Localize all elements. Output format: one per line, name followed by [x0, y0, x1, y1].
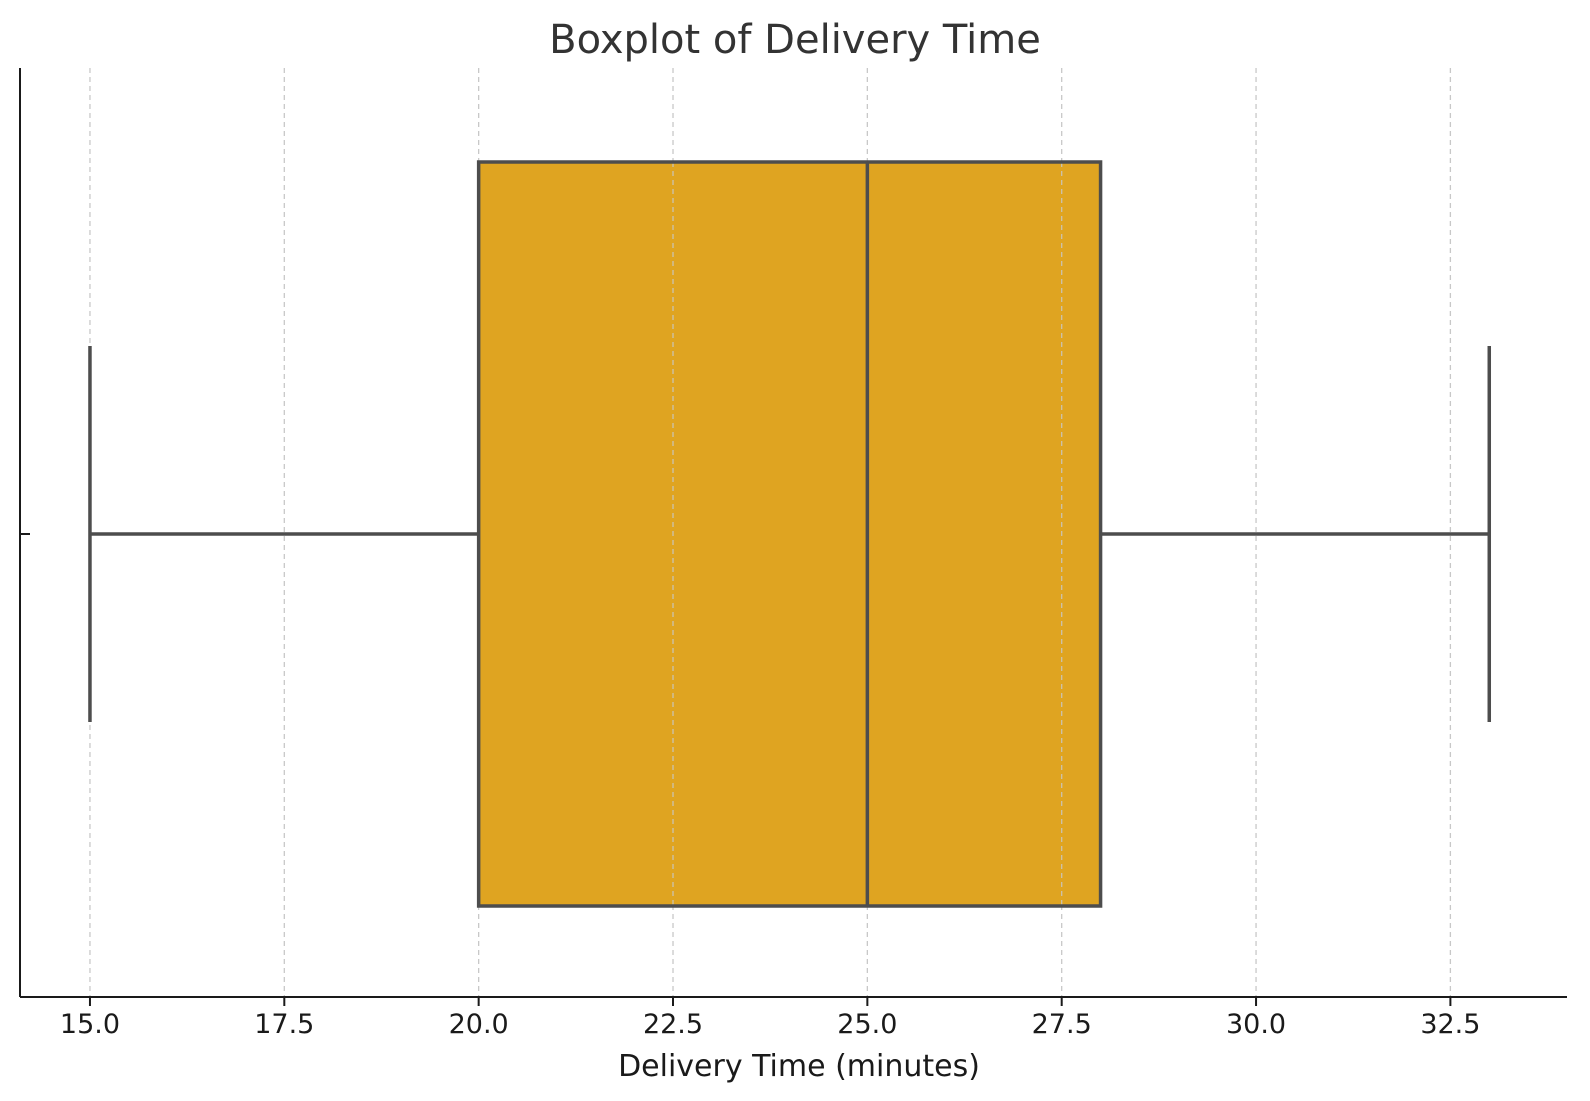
x-tick-label-5: 27.5	[1032, 1009, 1092, 1040]
chart-title: Boxplot of Delivery Time	[549, 17, 1041, 63]
x-tick-label-0: 15.0	[60, 1009, 120, 1040]
x-tick-label-4: 25.0	[837, 1009, 897, 1040]
x-tick-label-3: 22.5	[643, 1009, 703, 1040]
x-tick-label-7: 32.5	[1420, 1009, 1480, 1040]
x-tick-label-2: 20.0	[449, 1009, 509, 1040]
x-tick-label-1: 17.5	[254, 1009, 314, 1040]
axes: 15.0 17.5 20.0 22.5 25.0 27.5 30.0 32.5	[19, 68, 1567, 1040]
x-tick-label-6: 30.0	[1226, 1009, 1286, 1040]
box-iqr-fill	[478, 162, 1101, 906]
box-plot	[88, 160, 1492, 908]
x-axis-label: Delivery Time (minutes)	[618, 1049, 980, 1084]
